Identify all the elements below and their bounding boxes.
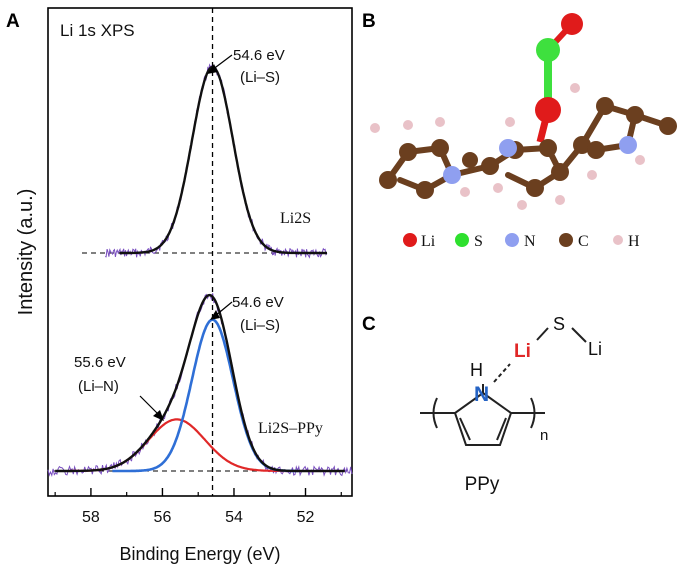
legend-h: H	[628, 233, 640, 250]
nitrogen-atoms	[443, 136, 637, 184]
atom-n: N	[474, 383, 489, 406]
annotation-lin-arrowhead	[153, 410, 164, 421]
annotation-lin-bond: (Li–N)	[78, 378, 119, 395]
annotation-lin-ev: 55.6 eV	[74, 354, 126, 371]
x-ticks: 58 56 54 52	[54, 488, 342, 526]
sample-label-li2s-ppy: Li2S–PPy	[258, 420, 323, 437]
n-li-dashed-bond	[493, 363, 511, 383]
envelope-curve-li2s-ppy	[55, 293, 345, 473]
legend-li-icon	[403, 233, 417, 247]
x-tick-label: 58	[82, 509, 100, 526]
ring-double-bond-2	[459, 417, 471, 441]
panel-label-c: C	[362, 314, 376, 335]
raw-data-li2s	[105, 63, 328, 259]
pyrrole-ring	[453, 391, 513, 446]
legend-s-icon	[455, 233, 469, 247]
x-axis-label: Binding Energy (eV)	[119, 544, 280, 564]
annotation-bottom-arrowhead	[210, 310, 220, 320]
x-tick-label: 54	[225, 509, 243, 526]
hydrogen-atoms	[370, 83, 645, 210]
legend-c-icon	[559, 233, 573, 247]
bracket-left	[432, 397, 438, 429]
atom-h: H	[470, 360, 483, 380]
annotation-bottom-bond: (Li–S)	[240, 317, 280, 334]
annotation-lin-arrow	[139, 395, 161, 417]
legend-n: N	[524, 233, 536, 250]
atom-s: S	[553, 314, 565, 334]
legend-s: S	[474, 233, 483, 250]
molecular-model	[370, 13, 677, 210]
annotation-bottom-ev: 54.6 eV	[232, 294, 284, 311]
atom-li: Li	[588, 339, 602, 359]
legend-h-icon	[613, 235, 623, 245]
panel-label-a: A	[6, 11, 20, 32]
legend-li: Li	[421, 233, 436, 250]
s-atom	[536, 38, 560, 62]
li-s-bond-c	[536, 327, 549, 341]
ppy-structure	[420, 327, 587, 446]
panel-label-b: B	[362, 11, 376, 32]
sample-label-li2s: Li2S	[280, 210, 311, 227]
carbon-atoms	[379, 97, 677, 199]
annotation-top-bond: (Li–S)	[240, 69, 280, 86]
xps-plot: Li 1s XPS Binding Energy (eV) Intensity …	[15, 7, 353, 564]
fit-curve-li2s	[119, 65, 327, 255]
atom-li-red: Li	[514, 341, 531, 362]
x-tick-label: 56	[154, 509, 172, 526]
ring-double-bond-1	[496, 417, 507, 441]
annotation-top-arrowhead	[207, 64, 218, 74]
s-li-bond-c	[571, 327, 587, 343]
annotation-top-ev: 54.6 eV	[233, 47, 285, 64]
repeat-subscript: n	[540, 427, 548, 444]
li-atom-top	[561, 13, 583, 35]
bracket-right	[530, 397, 536, 429]
y-axis-label: Intensity (a.u.)	[15, 189, 37, 316]
li-atom-bound	[535, 97, 561, 123]
atom-legend: Li S N C H	[403, 233, 640, 250]
legend-n-icon	[505, 233, 519, 247]
plot-frame	[47, 7, 353, 497]
plot-title: Li 1s XPS	[60, 21, 135, 40]
x-tick-label: 52	[297, 509, 315, 526]
legend-c: C	[578, 233, 589, 250]
polymer-name: PPy	[465, 474, 500, 495]
